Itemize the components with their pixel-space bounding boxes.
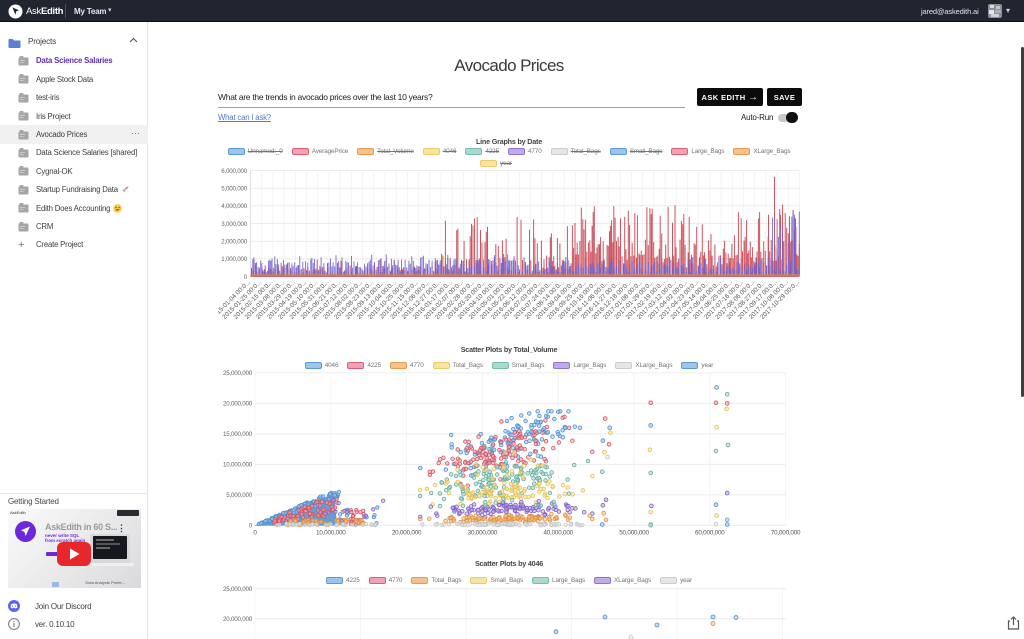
svg-text:25,000,000: 25,000,000	[223, 586, 253, 593]
svg-text:5,000,000: 5,000,000	[221, 186, 247, 193]
svg-text:0: 0	[249, 523, 253, 530]
svg-text:3,000,000: 3,000,000	[221, 221, 247, 228]
svg-text:0: 0	[253, 529, 257, 536]
svg-text:25,000,000: 25,000,000	[223, 370, 253, 377]
svg-text:1,000,000: 1,000,000	[221, 256, 247, 263]
svg-text:6,000,000: 6,000,000	[221, 168, 247, 175]
svg-text:30,000,000: 30,000,000	[468, 529, 498, 536]
svg-text:4,000,000: 4,000,000	[221, 203, 247, 210]
svg-text:70,000,000: 70,000,000	[771, 529, 801, 536]
svg-text:40,000,000: 40,000,000	[543, 529, 573, 536]
svg-text:50,000,000: 50,000,000	[619, 529, 649, 536]
svg-text:2,000,000: 2,000,000	[221, 239, 247, 246]
svg-text:60,000,000: 60,000,000	[695, 529, 725, 536]
svg-text:20,000,000: 20,000,000	[392, 529, 422, 536]
svg-text:20,000,000: 20,000,000	[223, 401, 253, 408]
svg-text:10,000,000: 10,000,000	[223, 462, 253, 469]
svg-text:0: 0	[244, 274, 248, 281]
svg-text:20,000,000: 20,000,000	[223, 616, 253, 623]
svg-text:15,000,000: 15,000,000	[223, 431, 253, 438]
svg-text:5,000,000: 5,000,000	[226, 492, 252, 499]
svg-text:10,000,000: 10,000,000	[316, 529, 346, 536]
